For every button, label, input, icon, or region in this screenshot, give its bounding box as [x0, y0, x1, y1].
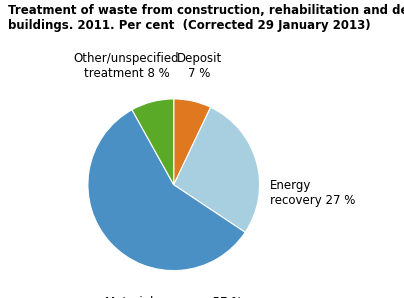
Wedge shape	[174, 99, 210, 185]
Text: Material recovery 57 %: Material recovery 57 %	[105, 296, 242, 298]
Text: buildings. 2011. Per cent  (Corrected 29 January 2013): buildings. 2011. Per cent (Corrected 29 …	[8, 19, 371, 32]
Text: Other/unspecified
treatment 8 %: Other/unspecified treatment 8 %	[74, 52, 179, 80]
Text: Treatment of waste from construction, rehabilitation and demolition of: Treatment of waste from construction, re…	[8, 4, 404, 18]
Text: Deposit
7 %: Deposit 7 %	[177, 52, 222, 80]
Wedge shape	[132, 99, 174, 185]
Wedge shape	[88, 110, 245, 271]
Wedge shape	[174, 107, 259, 232]
Text: Energy
recovery 27 %: Energy recovery 27 %	[270, 179, 355, 207]
